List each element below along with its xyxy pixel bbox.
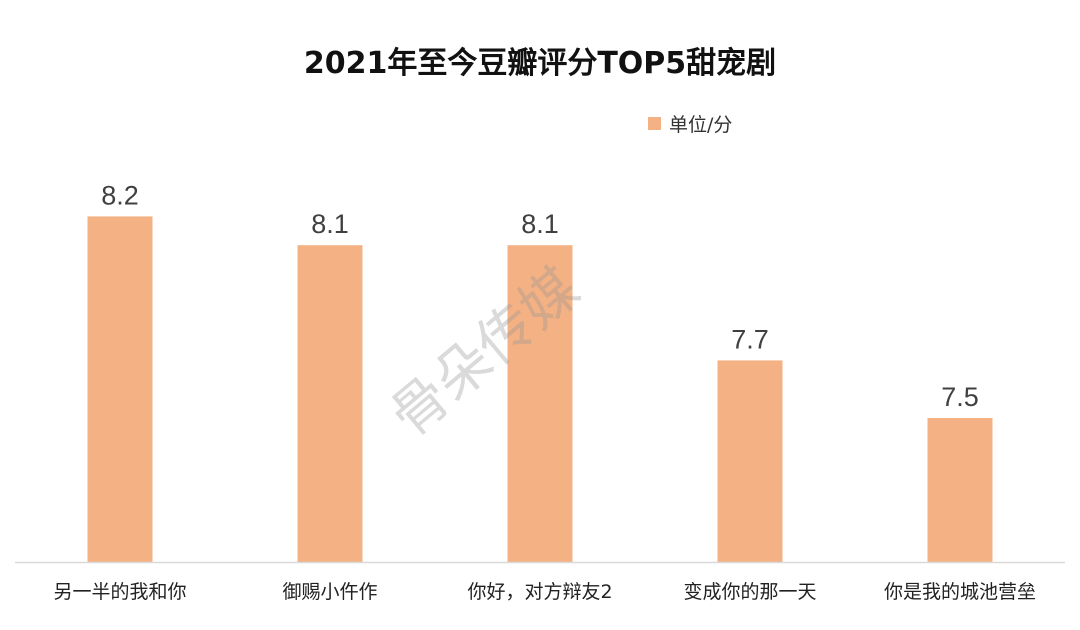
bar bbox=[297, 245, 363, 562]
x-tick-label: 御赐小仵作 bbox=[282, 581, 377, 603]
bar bbox=[717, 360, 783, 562]
x-tick-label: 你是我的城池营垒 bbox=[884, 581, 1036, 603]
bar bbox=[87, 216, 153, 562]
chart-title: 2021年至今豆瓣评分TOP5甜宠剧 bbox=[303, 46, 777, 81]
data-label: 8.1 bbox=[521, 209, 559, 239]
x-tick-label: 你好，对方辩友2 bbox=[467, 581, 612, 603]
legend-label: 单位/分 bbox=[669, 114, 733, 136]
bar bbox=[927, 418, 993, 562]
x-tick-label: 变成你的那一天 bbox=[683, 581, 816, 603]
x-tick-label: 另一半的我和你 bbox=[53, 581, 186, 603]
data-label: 8.1 bbox=[311, 209, 349, 239]
data-label: 7.7 bbox=[731, 324, 769, 354]
legend: 单位/分 bbox=[648, 110, 732, 137]
legend-swatch bbox=[648, 117, 661, 130]
data-label: 8.2 bbox=[101, 180, 139, 210]
bar bbox=[507, 245, 573, 562]
data-label: 7.5 bbox=[941, 382, 979, 412]
